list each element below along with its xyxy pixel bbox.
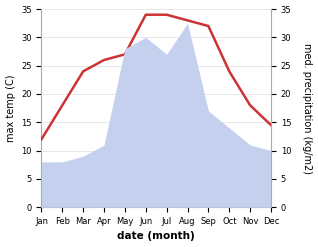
Y-axis label: max temp (C): max temp (C) bbox=[5, 74, 16, 142]
Y-axis label: med. precipitation (kg/m2): med. precipitation (kg/m2) bbox=[302, 43, 313, 174]
X-axis label: date (month): date (month) bbox=[117, 231, 195, 242]
